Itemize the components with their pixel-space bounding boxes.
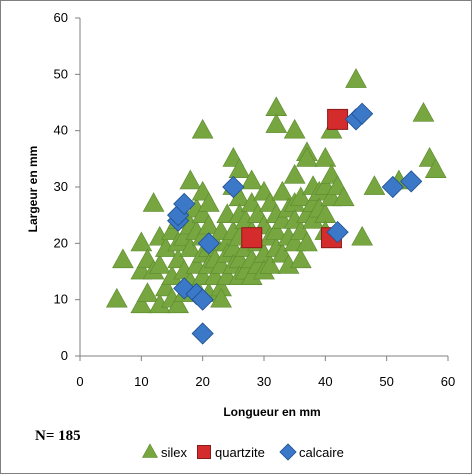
silex-point — [283, 163, 306, 184]
silex-legend-label: silex — [161, 445, 188, 460]
silex-point — [130, 293, 153, 314]
y-tick-label: 60 — [54, 10, 68, 25]
silex-point — [271, 180, 294, 201]
silex-point — [130, 231, 153, 252]
silex-point — [136, 282, 159, 302]
data-marks — [105, 68, 447, 345]
y-tick-label: 30 — [54, 179, 68, 194]
calcaire-legend-label: calcaire — [299, 445, 344, 460]
calcaire-point — [381, 175, 404, 199]
calcaire-series — [167, 102, 423, 345]
silex-point — [332, 186, 355, 207]
silex-point — [314, 147, 337, 167]
silex-point — [167, 293, 189, 314]
silex-point — [112, 248, 134, 269]
y-tick-label: 20 — [54, 235, 68, 250]
sample-size-label: N= 185 — [35, 428, 81, 444]
silex-legend-marker — [142, 443, 158, 458]
silex-series — [105, 68, 447, 314]
silex-point — [345, 68, 367, 88]
silex-point — [296, 147, 318, 167]
calcaire-point — [173, 192, 196, 216]
silex-point — [148, 254, 171, 274]
quartzite-legend-marker — [197, 445, 211, 459]
silex-point — [265, 113, 288, 133]
silex-point — [179, 169, 202, 190]
y-tick-label: 0 — [61, 348, 68, 363]
x-tick-label: 30 — [257, 374, 271, 389]
x-tick-label: 50 — [379, 374, 393, 389]
silex-point — [283, 118, 306, 139]
silex-point — [259, 254, 281, 274]
silex-point — [289, 248, 312, 269]
silex-point — [351, 225, 373, 246]
silex-point — [105, 287, 128, 308]
y-tick-label: 40 — [54, 123, 68, 138]
y-axis-title: Largeur en mm — [26, 146, 40, 233]
silex-point — [424, 158, 447, 178]
silex-point — [210, 287, 232, 308]
calcaire-point — [197, 232, 220, 255]
calcaire-legend-marker — [279, 443, 297, 461]
silex-point — [240, 169, 263, 190]
x-axis-title: Longueur en mm — [223, 405, 320, 419]
x-tick-label: 0 — [76, 374, 83, 389]
legend: silex quartzite calcaire — [142, 443, 344, 461]
silex-point — [265, 220, 288, 240]
quartzite-point — [327, 108, 349, 130]
axes: 0 10 20 30 40 50 60 0 10 20 30 40 50 60 — [54, 10, 456, 389]
calcaire-point — [222, 175, 245, 199]
silex-point — [412, 101, 435, 122]
silex-point — [296, 231, 318, 252]
calcaire-point — [191, 322, 214, 345]
quartzite-legend-label: quartzite — [215, 445, 265, 460]
silex-point — [363, 175, 386, 195]
calcaire-point — [351, 102, 374, 125]
x-tick-label: 10 — [134, 374, 148, 389]
silex-point — [191, 118, 214, 139]
silex-point — [265, 96, 288, 116]
silex-point — [179, 237, 202, 257]
x-tick-label: 40 — [318, 374, 332, 389]
silex-point — [197, 192, 220, 212]
x-tick-label: 20 — [195, 374, 209, 389]
y-tick-label: 10 — [54, 292, 68, 307]
calcaire-point — [326, 220, 349, 244]
quartzite-point — [241, 227, 263, 249]
silex-point — [228, 158, 251, 178]
silex-point — [289, 186, 312, 207]
silex-point — [142, 192, 165, 212]
x-tick-label: 60 — [441, 374, 455, 389]
y-tick-label: 50 — [54, 66, 68, 81]
calcaire-point — [400, 170, 423, 193]
calcaire-point — [191, 288, 214, 311]
